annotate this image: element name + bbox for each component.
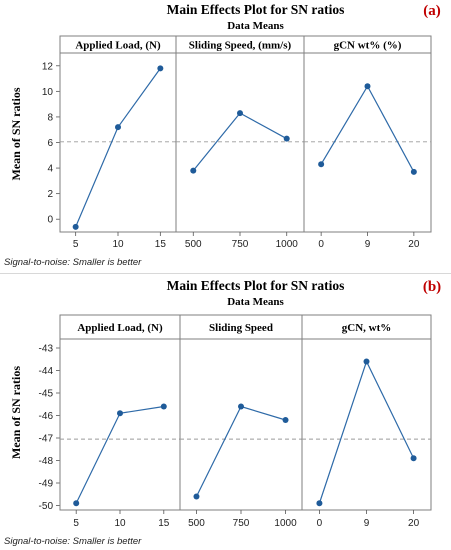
facet-frame [175, 52, 305, 233]
y-tick-label: 8 [47, 112, 53, 123]
main-effects-plot-a: Main Effects Plot for SN ratios Data Mean… [0, 0, 451, 272]
main-effects-chart-a: Main Effects Plot for SN ratios Data Mean… [4, 2, 441, 268]
series-line [320, 85, 415, 173]
y-tick-label: -45 [39, 389, 54, 400]
facet-frame [303, 52, 432, 233]
facet-frame [59, 338, 181, 511]
x-tick-label: 9 [364, 518, 370, 529]
y-tick-label: 2 [47, 189, 53, 200]
data-point [283, 135, 290, 142]
data-point [364, 83, 371, 90]
x-tick-label: 750 [233, 518, 250, 529]
y-tick-label: 12 [42, 61, 54, 72]
data-point [237, 110, 243, 117]
y-tick-label: 6 [47, 138, 53, 149]
x-tick-label: 10 [114, 518, 126, 529]
panel-label: (b) [423, 279, 441, 295]
x-tick-label: 1000 [276, 239, 299, 250]
facet-frame [59, 52, 177, 233]
x-tick-label: 0 [317, 518, 323, 529]
y-tick-label: 10 [42, 87, 54, 98]
x-tick-label: 500 [188, 518, 205, 529]
x-tick-label: 10 [112, 239, 124, 250]
y-axis-label: Mean of SN ratios [9, 366, 23, 459]
main-effects-chart-b: Main Effects Plot for SN ratios Data Mean… [4, 278, 441, 547]
data-point [72, 223, 79, 230]
x-tick-label: 0 [318, 239, 324, 250]
facet-label: Applied Load, (N) [75, 40, 161, 52]
x-tick-label: 5 [73, 239, 79, 250]
y-tick-label: -49 [39, 479, 54, 490]
chart-subtitle: Data Means [227, 296, 284, 308]
data-point [115, 124, 121, 131]
x-tick-label: 5 [73, 518, 79, 529]
series-line [195, 405, 286, 497]
y-tick-label: 4 [47, 164, 53, 175]
x-tick-label: 1000 [274, 518, 297, 529]
footnote: Signal-to-noise: Smaller is better [4, 257, 142, 268]
main-effects-plot-b: Main Effects Plot for SN ratios Data Mean… [0, 276, 451, 550]
chart-title: Main Effects Plot for SN ratios [167, 2, 345, 17]
x-tick-label: 20 [408, 518, 420, 529]
chart-title: Main Effects Plot for SN ratios [167, 278, 345, 293]
x-tick-label: 9 [365, 239, 371, 250]
x-tick-label: 15 [158, 518, 170, 529]
x-tick-label: 15 [155, 239, 167, 250]
data-point [73, 500, 80, 507]
data-point [410, 168, 417, 175]
y-tick-label: -50 [39, 501, 54, 512]
facet-label: Sliding Speed [209, 322, 273, 334]
panel-label: (a) [423, 3, 441, 19]
y-axis-label: Mean of SN ratios [9, 87, 23, 180]
facet-label: Sliding Speed, (mm/s) [189, 40, 292, 52]
facet-label: gCN, wt% [342, 322, 392, 334]
footnote: Signal-to-noise: Smaller is better [4, 536, 142, 547]
facet-frame [179, 338, 303, 511]
x-tick-label: 20 [408, 239, 420, 250]
x-tick-label: 750 [232, 239, 249, 250]
chart-subtitle: Data Means [227, 20, 284, 32]
y-tick-label: -47 [39, 434, 54, 445]
data-point [316, 500, 323, 507]
data-point [238, 403, 244, 410]
y-tick-label: -44 [39, 366, 54, 377]
series-line [75, 67, 161, 228]
data-point [190, 167, 197, 174]
y-tick-label: -48 [39, 456, 54, 467]
data-point [282, 417, 289, 423]
figure-divider [0, 273, 451, 274]
data-point [318, 161, 325, 168]
facet-strip [59, 314, 181, 340]
y-tick-label: -43 [39, 344, 54, 355]
facet-label: Applied Load, (N) [77, 322, 163, 334]
y-tick-label: -46 [39, 411, 54, 422]
facet-strip [179, 314, 303, 340]
data-point [363, 358, 370, 365]
x-tick-label: 500 [185, 239, 202, 250]
data-point [193, 493, 200, 500]
y-tick-label: 0 [47, 215, 53, 226]
series-line [75, 405, 164, 504]
data-point [160, 403, 167, 410]
data-point [410, 455, 417, 462]
data-point [157, 65, 164, 72]
data-point [117, 410, 123, 417]
facet-label: gCN wt% (%) [334, 40, 402, 52]
series-line [318, 359, 415, 504]
facet-frame [301, 338, 432, 511]
